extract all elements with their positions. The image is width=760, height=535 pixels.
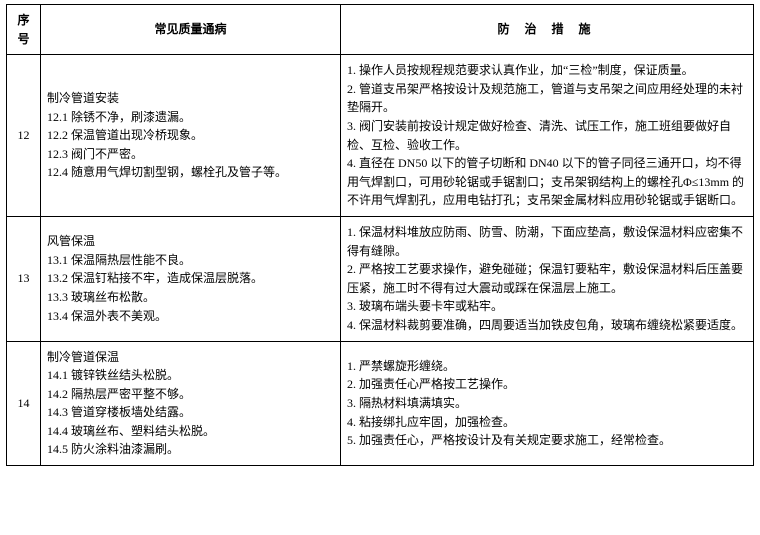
table-row: 13风管保温13.1 保温隔热层性能不良。13.2 保温钉粘接不牢，造成保温层脱… xyxy=(7,216,754,341)
cell-measure: 1. 保温材料堆放应防雨、防雪、防潮，下面应垫高，敷设保温材料应密集不得有缝隙。… xyxy=(341,216,754,341)
table-row: 14制冷管道保温14.1 镀锌铁丝结头松脱。14.2 隔热层严密平整不够。14.… xyxy=(7,341,754,466)
header-issue: 常见质量通病 xyxy=(41,5,341,55)
header-row: 序号 常见质量通病 防 治 措 施 xyxy=(7,5,754,55)
cell-measure: 1. 严禁螺旋形缠绕。2. 加强责任心严格按工艺操作。3. 隔热材料填满填实。4… xyxy=(341,341,754,466)
cell-seq: 14 xyxy=(7,341,41,466)
cell-issue: 制冷管道安装12.1 除锈不净，刷漆遗漏。12.2 保温管道出现冷桥现象。12.… xyxy=(41,55,341,217)
cell-seq: 12 xyxy=(7,55,41,217)
cell-seq: 13 xyxy=(7,216,41,341)
cell-issue: 制冷管道保温14.1 镀锌铁丝结头松脱。14.2 隔热层严密平整不够。14.3 … xyxy=(41,341,341,466)
table-wrapper: 序号 常见质量通病 防 治 措 施 12制冷管道安装12.1 除锈不净，刷漆遗漏… xyxy=(0,0,760,535)
table-row: 12制冷管道安装12.1 除锈不净，刷漆遗漏。12.2 保温管道出现冷桥现象。1… xyxy=(7,55,754,217)
table-body: 12制冷管道安装12.1 除锈不净，刷漆遗漏。12.2 保温管道出现冷桥现象。1… xyxy=(7,55,754,466)
header-measure: 防 治 措 施 xyxy=(341,5,754,55)
cell-issue: 风管保温13.1 保温隔热层性能不良。13.2 保温钉粘接不牢，造成保温层脱落。… xyxy=(41,216,341,341)
defects-table: 序号 常见质量通病 防 治 措 施 12制冷管道安装12.1 除锈不净，刷漆遗漏… xyxy=(6,4,754,466)
cell-measure: 1. 操作人员按规程规范要求认真作业，加“三检”制度，保证质量。2. 管道支吊架… xyxy=(341,55,754,217)
header-seq: 序号 xyxy=(7,5,41,55)
